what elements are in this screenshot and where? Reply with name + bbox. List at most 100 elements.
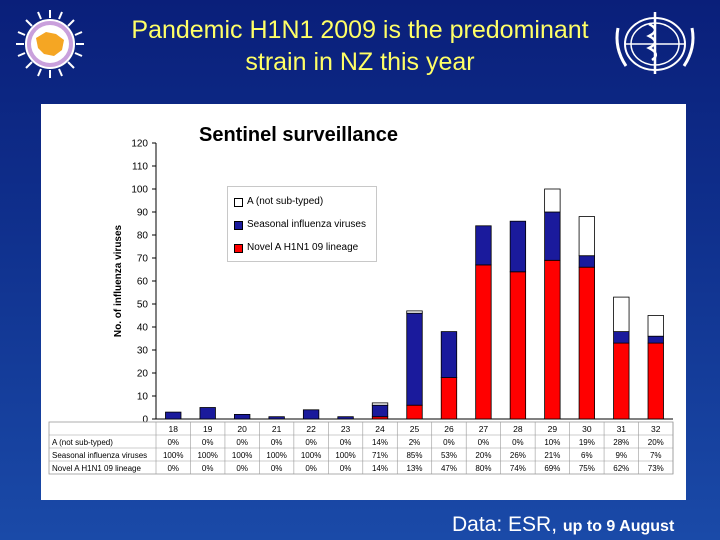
y-tick-label: 30 [137,346,149,357]
table-cell: 0% [236,438,248,447]
bar-segment-seasonal-week-31 [613,331,630,344]
table-cell: 20% [648,438,664,447]
y-tick-label: 50 [137,300,149,311]
bar-segment-seasonal-week-23 [337,416,354,420]
map-icon [36,32,64,56]
table-cell: 0% [236,464,248,473]
table-cell: 0% [202,438,214,447]
legend-item-not-subtyped: A (not sub-typed) [234,195,323,209]
table-cell: 14% [372,438,388,447]
table-cell: 9% [616,451,628,460]
influenza-centre-logo [16,10,84,78]
y-tick-label: 120 [131,139,148,150]
bar-segment-seasonal-week-22 [302,409,320,420]
legend-swatch-not-subtyped [234,197,243,207]
x-tick-label: 28 [513,424,523,434]
x-tick-label: 19 [203,424,213,434]
bar-segment-novel-week-25 [406,404,423,420]
table-cell: 100% [335,451,355,460]
table-cell: 100% [301,451,321,460]
bar-segment-seasonal-week-24 [371,404,389,418]
table-cell: 0% [340,438,352,447]
table-cell: 69% [544,464,560,473]
bar-segment-novel-week-26 [440,377,458,420]
legend-label-novel: Novel A H1N1 09 lineage [247,242,359,253]
table-cell: 19% [579,438,595,447]
table-cell: 0% [340,464,352,473]
bar-segment-novel-week-30 [578,266,595,420]
table-cell: 0% [202,464,214,473]
x-tick-label: 25 [410,424,420,434]
table-cell: 47% [441,464,457,473]
y-tick-label: 80 [137,231,149,242]
bar-segment-not-subtyped-week-29 [544,188,561,213]
table-cell: 100% [232,451,252,460]
bar-segment-seasonal-week-21 [268,416,285,420]
table-cell: 13% [406,464,422,473]
x-tick-label: 31 [617,424,627,434]
y-axis-label: No. of influenza viruses [113,224,124,337]
table-cell: 0% [271,464,283,473]
bar-segment-not-subtyped-week-25 [406,310,423,314]
bar-segment-novel-week-32 [647,342,664,420]
bar-segment-seasonal-week-19 [199,407,216,420]
bar-segment-novel-week-29 [544,259,561,420]
data-source-label: Data: ESR, [452,513,558,536]
table-cell: 0% [478,438,490,447]
table-cell: 62% [613,464,629,473]
x-tick-label: 20 [237,424,247,434]
data-period-label: up to 9 August [562,518,675,535]
chart-title: Sentinel surveillance [199,124,398,146]
legend-label-seasonal: Seasonal influenza viruses [247,219,366,230]
table-cell: 71% [372,451,388,460]
table-cell: 85% [406,451,422,460]
y-tick-label: 100 [131,185,148,196]
x-tick-label: 29 [548,424,558,434]
bar-segment-seasonal-week-20 [234,413,251,420]
table-cell: 0% [167,438,179,447]
bar-segment-seasonal-week-30 [578,255,595,268]
x-tick-label: 30 [582,424,592,434]
table-cell: 100% [197,451,217,460]
sun-rays-icon [16,10,84,78]
x-tick-label: 32 [651,424,661,434]
table-cell: 21% [544,451,560,460]
x-tick-label: 18 [168,424,178,434]
legend-item-seasonal: Seasonal influenza viruses [234,218,366,232]
bar-segment-not-subtyped-week-32 [647,315,664,337]
legend-swatch-novel [234,243,243,253]
x-tick-label: 27 [479,424,489,434]
table-row-label: A (not sub-typed) [52,438,113,447]
table-cell: 2% [409,438,421,447]
table-cell: 26% [510,451,526,460]
x-tick-label: 22 [306,424,316,434]
table-cell: 20% [475,451,491,460]
legend-swatch-seasonal [234,220,243,230]
y-tick-label: 0 [142,415,148,426]
table-cell: 74% [510,464,526,473]
x-tick-label: 23 [341,424,351,434]
table-cell: 0% [305,464,317,473]
table-row-label: Seasonal influenza viruses [52,451,147,460]
chart-panel: 0 10 20 30 40 50 60 70 80 90 100 110 120 No. of influ… [41,104,686,500]
table-row-label: Novel A H1N1 09 lineage [52,464,142,473]
table-cell: 0% [443,438,455,447]
y-tick-label: 60 [137,277,149,288]
serpent-staff-icon [646,12,658,74]
bar-segment-not-subtyped-week-31 [613,296,630,333]
table-cell: 0% [512,438,524,447]
bar-segment-seasonal-week-26 [440,331,458,379]
bar-segment-seasonal-week-32 [647,335,664,344]
y-tick-label: 90 [137,208,149,219]
data-source-note: Data: ESR, up to 9 August [452,513,674,537]
bar-segment-novel-week-31 [613,342,630,420]
bar-segment-novel-week-28 [509,271,527,420]
bar-segment-not-subtyped-week-24 [371,402,389,406]
chart-legend: A (not sub-typed) Seasonal influenza vir… [227,186,377,262]
bar-segment-seasonal-week-25 [406,312,423,406]
legend-item-novel: Novel A H1N1 09 lineage [234,241,358,255]
legend-label-not-subtyped: A (not sub-typed) [247,196,324,207]
bar-segment-novel-week-27 [475,264,492,420]
bar-segment-not-subtyped-week-30 [578,216,595,257]
table-cell: 14% [372,464,388,473]
